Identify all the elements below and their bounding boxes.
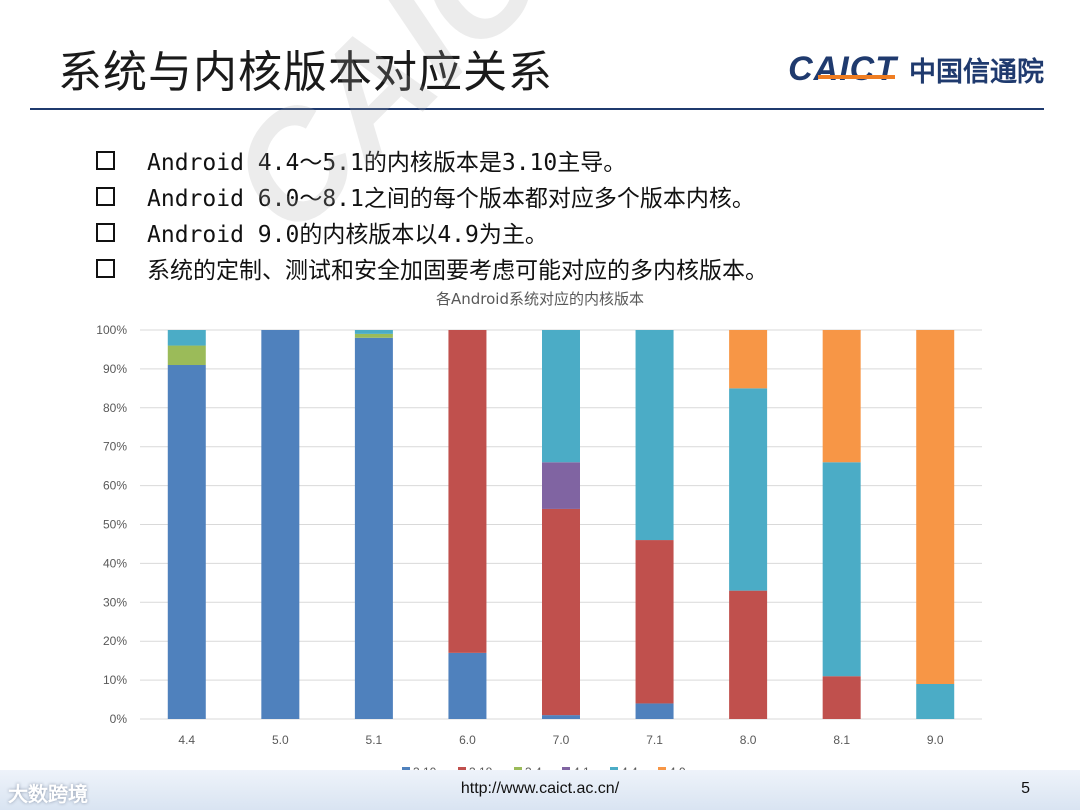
bar-segment-3-18 xyxy=(729,590,768,719)
footer-band xyxy=(0,770,1080,810)
y-tick-label: 40% xyxy=(103,556,127,570)
title-divider xyxy=(30,108,1044,110)
page-number: 5 xyxy=(1021,780,1030,797)
bullet-text: Android 6.0～8.1之间的每个版本都对应多个版本内核。 xyxy=(147,186,755,212)
bar-segment-3-18 xyxy=(635,540,674,704)
bar-segment-4-4 xyxy=(729,388,768,591)
bar-segment-4-4 xyxy=(635,330,674,541)
y-tick-label: 100% xyxy=(96,323,127,337)
y-tick-label: 60% xyxy=(103,479,127,493)
x-tick-label: 8.1 xyxy=(833,733,850,747)
bar-segment-3-4 xyxy=(354,333,393,338)
bar-segment-4-4 xyxy=(354,330,393,334)
watermark-brand: 大数跨境 xyxy=(8,782,88,806)
bar-segment-3-18 xyxy=(822,676,861,719)
bullet-text: 系统的定制、测试和安全加固要考虑可能对应的多内核版本。 xyxy=(147,258,768,284)
x-tick-label: 5.0 xyxy=(272,733,289,747)
bar-segment-4-9 xyxy=(729,330,768,389)
logo-text-cn: 中国信通院 xyxy=(909,57,1044,88)
bullet-item: Android 6.0～8.1之间的每个版本都对应多个版本内核。 xyxy=(96,178,768,214)
x-tick-label: 6.0 xyxy=(459,733,476,747)
y-tick-label: 80% xyxy=(103,401,127,415)
bar-segment-3-10 xyxy=(542,715,580,719)
bar-segment-4-9 xyxy=(822,330,861,463)
y-tick-label: 70% xyxy=(103,440,127,454)
y-tick-label: 50% xyxy=(103,518,127,532)
x-tick-label: 5.1 xyxy=(366,733,383,747)
bar-segment-3-10 xyxy=(261,330,300,719)
bar-segment-4-9 xyxy=(916,330,955,684)
bullet-list: Android 4.4～5.1的内核版本是3.10主导。 Android 6.0… xyxy=(96,142,768,286)
x-tick-label: 4.4 xyxy=(178,733,195,747)
bar-segment-4-4 xyxy=(822,462,861,677)
bar-segment-3-10 xyxy=(167,365,206,719)
bullet-text: Android 4.4～5.1的内核版本是3.10主导。 xyxy=(147,150,627,176)
footer-url[interactable]: http://www.caict.ac.cn/ xyxy=(460,780,620,797)
x-tick-label: 8.0 xyxy=(740,733,757,747)
bar-segment-4-4 xyxy=(167,330,206,346)
bar-segment-4-4 xyxy=(916,683,955,719)
y-tick-label: 30% xyxy=(103,595,127,609)
caict-logo: CAICT 中国信通院 xyxy=(788,50,1044,89)
bullet-item: Android 4.4～5.1的内核版本是3.10主导。 xyxy=(96,142,768,178)
bar-segment-3-10 xyxy=(354,337,393,719)
bullet-item: 系统的定制、测试和安全加固要考虑可能对应的多内核版本。 xyxy=(96,250,768,286)
x-tick-label: 9.0 xyxy=(927,733,944,747)
y-tick-label: 10% xyxy=(103,673,127,687)
bar-segment-3-18 xyxy=(542,508,580,716)
bullet-text: Android 9.0的内核版本以4.9为主。 xyxy=(147,222,548,248)
bar-segment-4-1 xyxy=(542,462,580,509)
bar-segment-4-4 xyxy=(542,330,580,463)
checkbox-bullet-icon xyxy=(96,150,115,170)
bar-segment-3-4 xyxy=(167,345,206,366)
x-tick-label: 7.1 xyxy=(646,733,663,747)
stacked-bar-chart: 0% 10% 20% 30% 40% 50% 60% 70% 80% 90% 100% 4.4 5.0 5… xyxy=(96,323,982,779)
bullet-item: Android 9.0的内核版本以4.9为主。 xyxy=(96,214,768,250)
y-tick-label: 20% xyxy=(103,634,127,648)
y-tick-label: 0% xyxy=(110,712,128,726)
x-tick-label: 7.0 xyxy=(553,733,570,747)
checkbox-bullet-icon xyxy=(96,222,115,242)
bar-segment-3-10 xyxy=(448,652,487,719)
slide-title: 系统与内核版本对应关系 xyxy=(58,47,553,98)
checkbox-bullet-icon xyxy=(96,186,115,206)
logo-text-en: CAICT xyxy=(788,50,897,88)
chart-title: 各Android系统对应的内核版本 xyxy=(436,290,644,308)
checkbox-bullet-icon xyxy=(96,258,115,278)
y-tick-label: 90% xyxy=(103,362,127,376)
bar-segment-3-18 xyxy=(448,330,487,653)
bar-segment-3-10 xyxy=(635,703,674,719)
